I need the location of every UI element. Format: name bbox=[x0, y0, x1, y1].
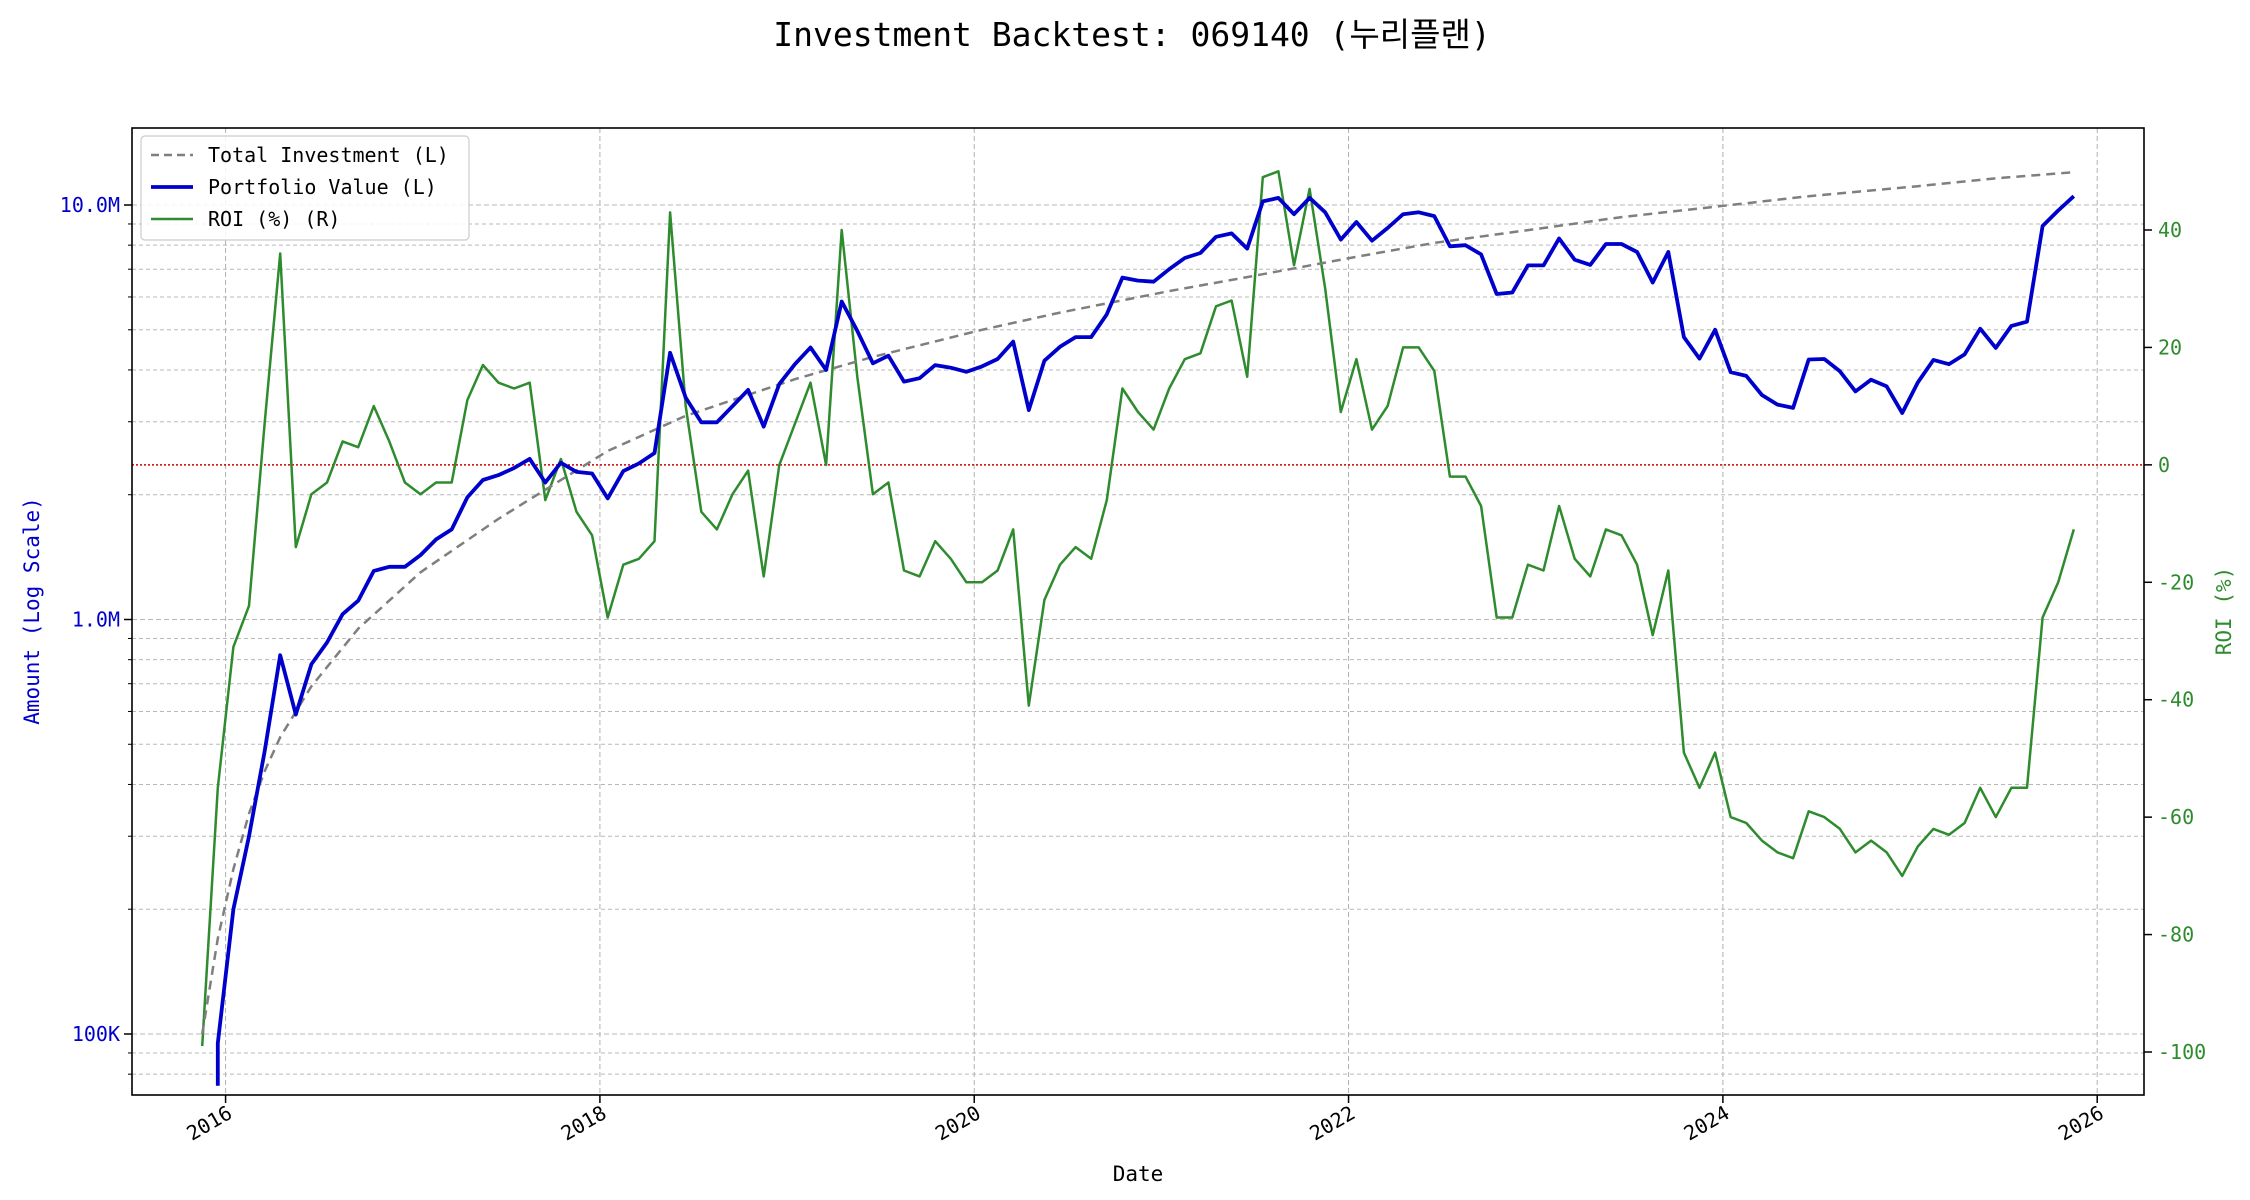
plot-lines bbox=[200, 170, 2076, 1086]
y-right-tick-label: -20 bbox=[2158, 570, 2194, 594]
x-axis-label: Date bbox=[1113, 1162, 1164, 1186]
legend: Total Investment (L) Portfolio Value (L) R… bbox=[140, 135, 470, 241]
y-right-tick-label: -60 bbox=[2158, 805, 2194, 829]
y-right-tick-label: 0 bbox=[2158, 453, 2170, 477]
y-right-tick-label: -40 bbox=[2158, 688, 2194, 712]
x-tick-label: 2020 bbox=[931, 1101, 985, 1146]
x-tick-label: 2024 bbox=[1680, 1101, 1734, 1146]
x-tick-label: 2022 bbox=[1305, 1101, 1359, 1146]
y-right-axis: -100 -80 -60 -40 -20 0 20 40 bbox=[2144, 218, 2206, 1064]
legend-label: Total Investment (L) bbox=[208, 143, 449, 167]
x-tick-label: 2018 bbox=[557, 1101, 611, 1146]
y-left-tick-label: 100K bbox=[72, 1022, 120, 1046]
legend-label: Portfolio Value (L) bbox=[208, 175, 437, 199]
portfolio-value-line bbox=[215, 194, 2076, 1086]
x-axis: 2016 2018 2020 2022 2024 2026 bbox=[182, 1095, 2108, 1146]
grid bbox=[132, 128, 2144, 1095]
y-right-axis-label: ROI (%) bbox=[2212, 567, 2236, 656]
y-right-tick-label: 40 bbox=[2158, 218, 2182, 242]
legend-box bbox=[140, 135, 470, 241]
x-tick-label: 2016 bbox=[182, 1101, 236, 1146]
y-right-tick-label: 20 bbox=[2158, 335, 2182, 359]
x-tick-label: 2026 bbox=[2054, 1101, 2108, 1146]
plot-frame bbox=[131, 127, 2145, 1096]
legend-label: ROI (%) (R) bbox=[208, 207, 340, 231]
y-left-axis: 100K 1.0M 10.0M bbox=[60, 193, 132, 1075]
y-right-tick-label: -80 bbox=[2158, 923, 2194, 947]
total-investment-line bbox=[200, 170, 2074, 1035]
y-left-tick-label: 1.0M bbox=[72, 608, 120, 632]
y-right-tick-label: -100 bbox=[2158, 1040, 2206, 1064]
chart-title: Investment Backtest: 069140 (누리플랜) bbox=[773, 15, 1490, 54]
y-left-axis-label: Amount (Log Scale) bbox=[20, 497, 44, 725]
roi-line bbox=[200, 170, 2075, 1047]
y-left-tick-label: 10.0M bbox=[60, 193, 120, 217]
